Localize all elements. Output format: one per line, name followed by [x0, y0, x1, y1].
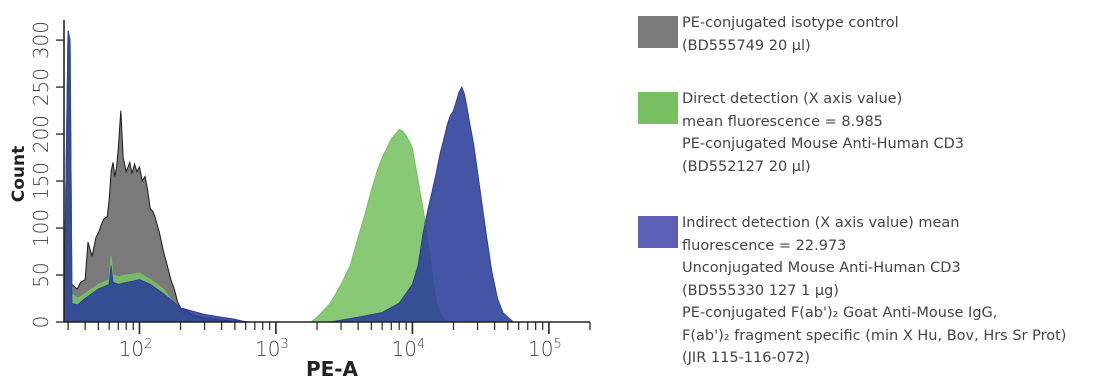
legend-line: Indirect detection (X axis value) mean — [682, 215, 960, 231]
legend-line: F(ab')₂ fragment specific (min X Hu, Bov… — [682, 327, 1067, 344]
legend-swatch-isotype — [638, 16, 678, 48]
legend-line: (BD555330 127 1 µg) — [682, 282, 839, 299]
legend-text-direct: Direct detection (X axis value) mean flu… — [682, 88, 964, 178]
legend-line: PE-conjugated F(ab')₂ Goat Anti-Mouse Ig… — [682, 305, 998, 321]
y-tick-label: 200 — [29, 115, 53, 153]
legend-line: (JIR 115-116-072) — [682, 350, 811, 366]
y-tick-label: 150 — [29, 162, 53, 200]
y-axis-label: Count — [9, 146, 29, 203]
legend-swatch-indirect — [638, 216, 678, 248]
legend-line: Unconjugated Mouse Anti-Human CD3 — [682, 260, 961, 276]
legend-line: PE-conjugated Mouse Anti-Human CD3 — [682, 136, 965, 152]
legend-line: fluorescence = 22.973 — [682, 237, 847, 254]
x-tick-label: 103 — [255, 337, 289, 361]
legend-text-indirect: Indirect detection (X axis value) mean f… — [682, 212, 1066, 370]
series-layer — [63, 30, 515, 323]
legend-text-isotype: PE-conjugated isotype control (BD555749 … — [682, 12, 899, 57]
y-tick-label: 50 — [29, 262, 53, 287]
y-tick-label: 250 — [29, 68, 53, 106]
x-tick-label: 104 — [392, 337, 426, 361]
y-tick-label: 0 — [29, 316, 53, 329]
legend-line: PE-conjugated isotype control — [682, 15, 899, 31]
x-tick-label: 105 — [528, 337, 562, 361]
x-tick-label: 102 — [119, 337, 153, 361]
legend-line: (BD555749 20 µl) — [682, 37, 811, 54]
legend-line: (BD552127 20 µl) — [682, 158, 811, 175]
axis-layer: 0 50 100 150 200 250 300 102 103 104 105 PE-A Count — [9, 20, 591, 381]
y-tick-label: 300 — [29, 21, 53, 59]
series-area-isotype — [63, 30, 250, 323]
legend-swatch-direct — [638, 92, 678, 124]
legend-line: Direct detection (X axis value) — [682, 91, 903, 107]
x-axis-label: PE-A — [306, 357, 359, 381]
legend-line: mean fluorescence = 8.985 — [682, 113, 883, 130]
histogram-chart: 0 50 100 150 200 250 300 102 103 104 105 PE-A Count — [9, 20, 591, 381]
y-tick-label: 100 — [29, 209, 53, 247]
series-area-indirect — [63, 30, 515, 323]
